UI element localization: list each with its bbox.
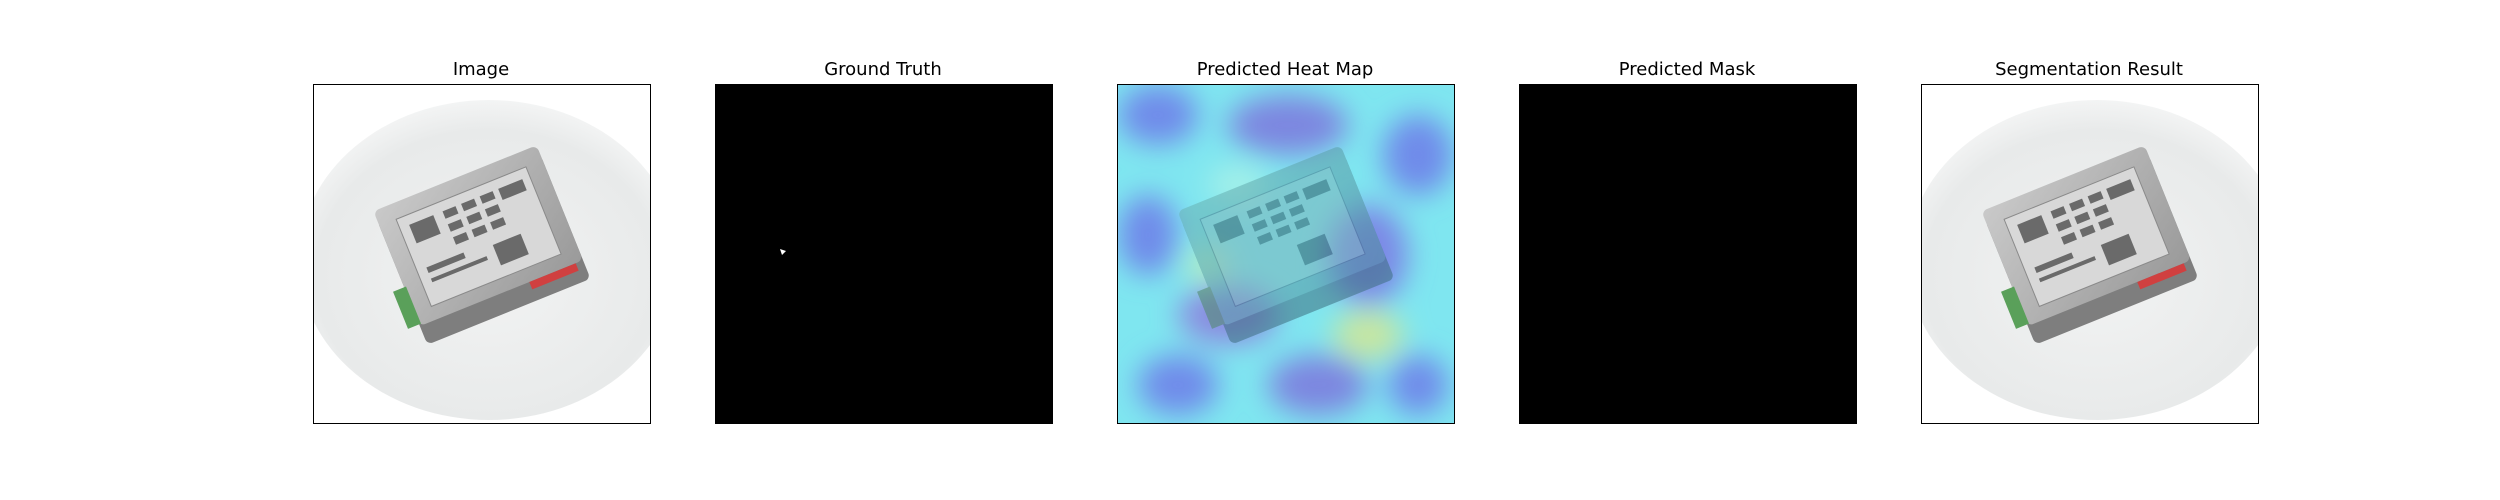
panel-title-segmentation-result: Segmentation Result xyxy=(1995,59,2183,80)
panel-title-heat-map: Predicted Heat Map xyxy=(1196,59,1374,80)
panel-image xyxy=(313,84,651,424)
heat-map-overlay xyxy=(1118,85,1454,423)
panel-title-ground-truth: Ground Truth xyxy=(824,59,942,80)
panel-title-image: Image xyxy=(452,59,510,80)
panel-heat-map xyxy=(1117,84,1455,424)
panel-ground-truth xyxy=(715,84,1053,424)
device-photo xyxy=(314,85,650,423)
predicted-mask xyxy=(1520,85,1856,423)
panel-segmentation-result xyxy=(1921,84,2259,424)
ground-truth-mask xyxy=(716,85,1052,423)
segmentation-result-photo xyxy=(1922,85,2258,423)
panel-predicted-mask xyxy=(1519,84,1857,424)
defect-region xyxy=(780,249,786,255)
panel-title-predicted-mask: Predicted Mask xyxy=(1618,59,1756,80)
